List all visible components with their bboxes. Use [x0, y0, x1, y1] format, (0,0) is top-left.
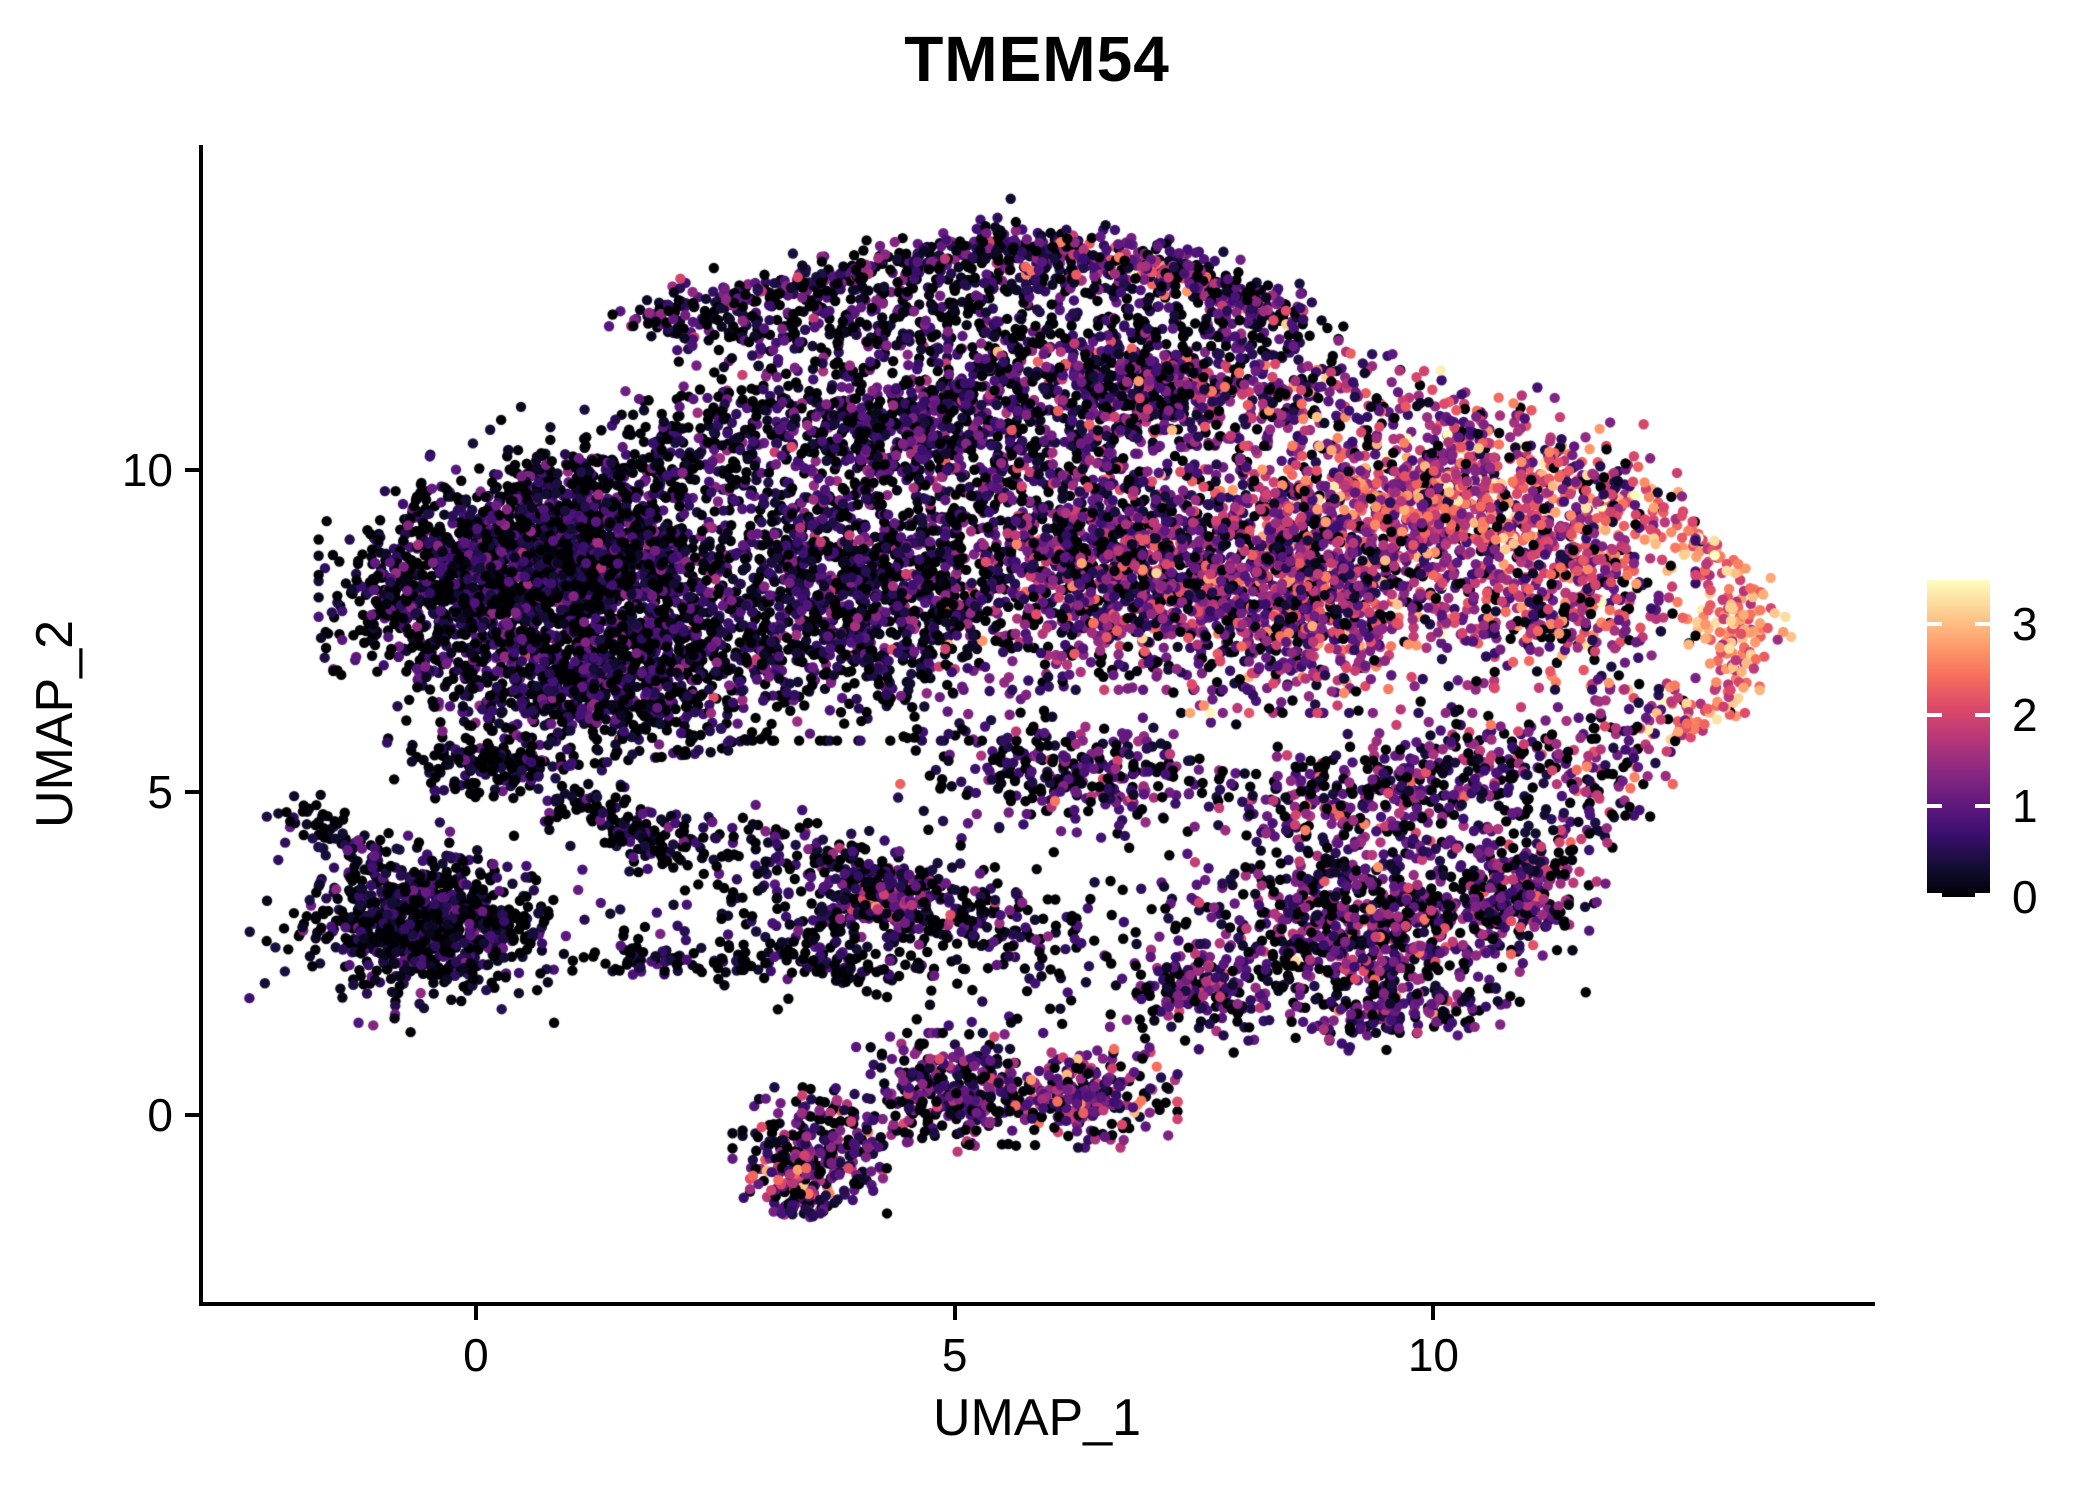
- colorbar-tick-mark: [1975, 621, 1990, 626]
- colorbar-gradient: [1927, 580, 1990, 897]
- colorbar-tick-mark: [1975, 803, 1990, 808]
- colorbar-tick-label: 0: [2012, 871, 2038, 923]
- x-tick-mark: [952, 1306, 957, 1320]
- colorbar-tick-mark: [1927, 712, 1942, 717]
- x-axis-line: [199, 1302, 1875, 1306]
- colorbar-tick-label: 3: [2012, 597, 2038, 650]
- y-tick-label: 0: [147, 1088, 173, 1141]
- x-tick-mark: [473, 1306, 478, 1320]
- y-tick-mark: [185, 467, 199, 472]
- y-axis-line: [199, 145, 203, 1306]
- y-tick-mark: [185, 790, 199, 795]
- y-axis-label: UMAP_2: [26, 619, 84, 829]
- colorbar-tick-mark: [1927, 621, 1942, 626]
- y-tick-label: 5: [147, 766, 173, 819]
- y-tick-label: 10: [121, 443, 173, 496]
- colorbar-tick-mark: [1927, 893, 1942, 897]
- colorbar-tick-label: 1: [2012, 779, 2038, 832]
- colorbar-tick-label: 2: [2012, 688, 2038, 741]
- x-axis-label: UMAP_1: [932, 1389, 1142, 1447]
- x-tick-label: 0: [463, 1329, 489, 1381]
- x-tick-label: 5: [941, 1329, 968, 1381]
- colorbar-tick-mark: [1975, 712, 1990, 717]
- y-tick-mark: [185, 1112, 199, 1117]
- x-tick-label: 10: [1407, 1329, 1459, 1381]
- colorbar-tick-mark: [1927, 803, 1942, 808]
- x-tick-mark: [1431, 1306, 1436, 1320]
- colorbar-tick-mark: [1975, 893, 1990, 897]
